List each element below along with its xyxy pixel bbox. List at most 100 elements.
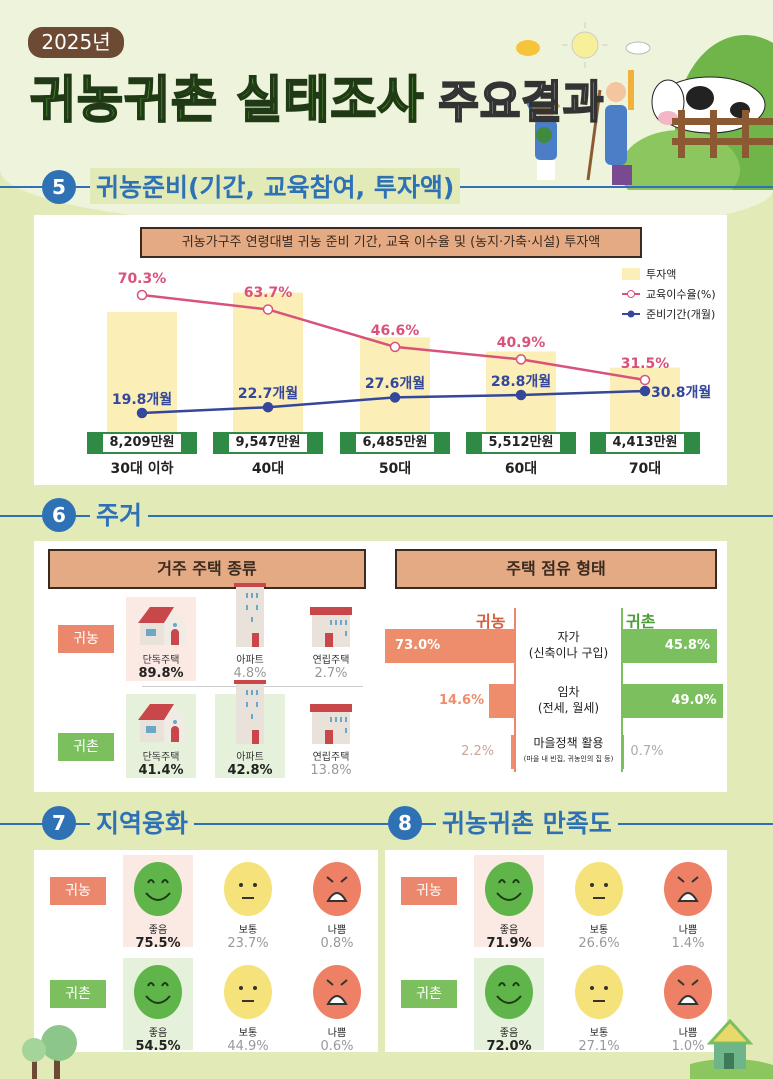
section-number: 6 [42,498,76,532]
face-good-icon [123,861,193,921]
tree-icon [22,1025,77,1079]
face-neutral-icon [564,861,634,921]
rating-value: 27.1% [578,1039,620,1054]
rating-name: 나쁨 [327,1028,347,1039]
farm-illustration [516,22,773,190]
section-title: 귀농귀촌 만족도 [436,804,618,840]
rating-value: 44.9% [227,1039,269,1054]
sun-icon [571,31,599,59]
housing-type-name: 단독주택 [142,655,180,666]
section-title: 지역융화 [90,804,195,840]
face-good-icon [474,861,544,921]
title-sub: 주요결과 [437,76,605,129]
investment-value-box: 9,547만원 [213,432,323,454]
housing-tile: 단독주택 41.4% [126,694,196,778]
axis-line-nong [514,608,516,772]
rating-tile: 좋음 54.5% [123,958,193,1054]
housing-type-value: 4.8% [233,666,267,681]
face-bad-icon [302,861,372,921]
tenure-nong-label: 귀농 [476,612,506,631]
rating-value: 0.6% [320,1039,354,1054]
rating-value: 26.6% [578,936,620,951]
house-icon [690,1018,773,1079]
row-label-chon: 귀촌 [50,980,106,1008]
education-rate-label: 46.6% [370,322,420,339]
point-prep-period [389,392,401,403]
legend-item: 준비기간(개월) [622,304,716,324]
investment-value-box: 4,413만원 [590,432,700,454]
housing-type-value: 41.4% [138,763,184,778]
rating-tile: 보통 23.7% [213,855,283,951]
rating-value: 72.0% [486,1039,532,1054]
legend-item: 투자액 [622,264,716,284]
farmer-icon [586,70,634,185]
rating-name: 보통 [238,1028,258,1039]
rating-name: 좋음 [148,925,168,936]
apartment-icon [215,680,285,744]
point-prep-period [136,407,148,419]
page-title: 귀농귀촌 실태조사 주요결과 [29,60,605,132]
legend-swatch-line [622,290,640,298]
rating-name: 나쁨 [678,1028,698,1039]
face-bad-icon [302,964,372,1024]
face-good-icon [474,964,544,1024]
housing-type-value: 2.7% [314,666,348,681]
row-label-nong: 귀농 [401,877,457,905]
housing-tile: 아파트 42.8% [215,680,285,778]
housing-type-name: 아파트 [236,655,264,666]
investment-value: 9,547만원 [229,434,307,452]
face-neutral-icon [213,964,283,1024]
tenure-category-sub: (전세, 월세) [537,701,600,715]
investment-value: 8,209만원 [103,434,181,452]
rating-tile: 보통 27.1% [564,958,634,1054]
point-education-rate [262,304,274,315]
rating-name: 보통 [589,1028,609,1039]
housing-type-name: 연립주택 [312,655,350,666]
face-neutral-icon [213,861,283,921]
prep-period-label: 30.8개월 [651,385,712,401]
rowhouse-icon [296,694,366,744]
housing-type-name: 연립주택 [312,752,350,763]
education-rate-label: 70.3% [117,271,167,287]
chart-legend: 투자액 교육이수율(%) 준비기간(개월) [622,264,716,324]
point-education-rate [515,354,527,365]
tenure-bar-nong [489,684,515,718]
section-title: 주거 [90,496,149,532]
fence-icon [672,110,773,158]
housing-tile: 연립주택 2.7% [296,597,366,681]
point-education-rate [389,341,401,353]
point-prep-period [262,401,274,413]
prep-period-label: 19.8개월 [111,392,173,408]
rating-value: 1.0% [671,1039,705,1054]
category-label: 70대 [628,461,662,477]
investment-value: 5,512만원 [482,434,560,452]
housing-type-value: 89.8% [138,666,184,681]
tenure-value-chon: 49.0% [671,693,717,708]
investment-value-box: 8,209만원 [87,432,197,454]
tenure-category: 자가 (신축이나 구입) [516,629,621,661]
housing-type-name: 아파트 [236,752,264,763]
face-bad-icon [653,964,723,1024]
face-bad-icon [653,861,723,921]
tenure-value-chon: 0.7% [630,744,664,759]
section-divider [0,515,773,517]
rating-value: 23.7% [227,936,269,951]
tenure-bar-nong [385,629,515,663]
rating-name: 나쁨 [327,925,347,936]
row-label-nong: 귀농 [58,625,114,653]
rating-tile: 나쁨 0.8% [302,855,372,951]
point-prep-period [515,389,527,401]
tenure-category-label: 마을정책 활용 [533,736,604,750]
rating-tile: 보통 26.6% [564,855,634,951]
section-title: 귀농준비(기간, 교육참여, 투자액) [90,168,461,204]
row-label-chon: 귀촌 [58,733,114,761]
tenure-bar-chon [623,629,717,663]
legend-swatch-line [622,310,640,318]
section-number: 7 [42,806,76,840]
legend-item: 교육이수율(%) [622,284,716,304]
rating-tile: 나쁨 1.0% [653,958,723,1054]
year-badge: 2025년 [28,27,124,58]
row-label-chon: 귀촌 [401,980,457,1008]
housing-type-title: 거주 주택 종류 [48,549,366,589]
legend-label: 교육이수율(%) [646,288,716,301]
